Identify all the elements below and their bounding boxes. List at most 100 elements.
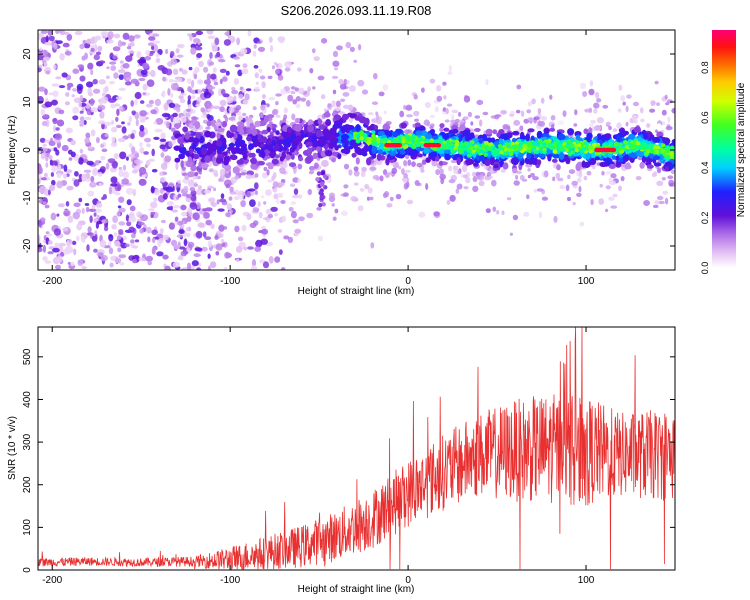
spectrogram-cell bbox=[98, 79, 106, 85]
spectrogram-cell bbox=[526, 109, 532, 114]
spectrogram-cell bbox=[618, 142, 623, 147]
spectrogram-cell bbox=[201, 246, 208, 252]
spectrogram-cell bbox=[587, 144, 592, 149]
spectrogram-cell bbox=[281, 151, 287, 160]
spectrogram-cell bbox=[263, 115, 269, 123]
spectrogram-cell bbox=[223, 159, 229, 166]
spectrogram-cell bbox=[101, 148, 108, 153]
spectrogram-cell bbox=[670, 169, 675, 174]
spectrogram-cell bbox=[219, 106, 225, 113]
spectrogram-cell bbox=[111, 120, 115, 125]
snr-panel: -200 -100 0 100 0 100 200 300 400 500 Height of … bbox=[7, 326, 676, 595]
spectrogram-cell bbox=[92, 78, 98, 85]
spectrogram-cell bbox=[169, 205, 174, 211]
spectrogram-cell bbox=[268, 151, 277, 158]
spectrogram-cell bbox=[405, 104, 413, 111]
spectrogram-cell bbox=[463, 145, 468, 150]
spectrogram-cell bbox=[86, 160, 94, 166]
spectrogram-cell bbox=[605, 158, 613, 166]
spectrogram-cell bbox=[225, 212, 231, 218]
spectrogram-cell bbox=[207, 253, 211, 259]
spectrogram-cell bbox=[140, 214, 149, 222]
spectrogram-cell bbox=[593, 108, 598, 114]
spectrogram-cell bbox=[161, 90, 166, 98]
spectrogram-cell bbox=[191, 116, 197, 121]
spectrogram-cell bbox=[417, 153, 423, 158]
spectrogram-cell bbox=[178, 95, 184, 100]
spectrogram-cell bbox=[588, 149, 593, 154]
spectrogram-cell bbox=[153, 121, 157, 125]
spectrogram-cell bbox=[425, 157, 431, 163]
spectrogram-cell bbox=[322, 128, 330, 136]
spectrogram-cell bbox=[186, 232, 191, 238]
spectrogram-cell bbox=[139, 142, 143, 147]
spectrogram-cell bbox=[245, 191, 251, 198]
spectrogram-cell bbox=[594, 156, 600, 161]
spectrogram-cell bbox=[317, 75, 325, 81]
spectrogram-cell bbox=[375, 176, 380, 181]
spectrogram-cell bbox=[211, 223, 215, 230]
spectrogram-cell bbox=[249, 222, 257, 229]
spectrogram-cell bbox=[111, 136, 116, 143]
spectrogram-cell bbox=[194, 46, 203, 51]
spectrogram-cell bbox=[537, 120, 542, 127]
spectrogram-cell bbox=[292, 99, 298, 105]
spectrogram-cell bbox=[213, 172, 219, 177]
spectrogram-cell bbox=[61, 72, 68, 78]
spectrogram-cell bbox=[187, 78, 192, 85]
spectrogram-cell bbox=[571, 180, 578, 186]
spectrogram-cell bbox=[173, 244, 181, 250]
spectrogram-cell bbox=[393, 138, 399, 143]
spectrogram-cell bbox=[433, 211, 440, 217]
spectrogram-cell bbox=[343, 139, 349, 146]
y-tick-label: 400 bbox=[22, 391, 33, 408]
spectrogram-cell bbox=[38, 237, 41, 245]
spectrogram-cell bbox=[188, 66, 193, 71]
spectrogram-cell bbox=[257, 160, 266, 166]
spectrogram-cell bbox=[155, 53, 160, 58]
spectrogram-cell bbox=[207, 108, 212, 112]
spectrogram-cell bbox=[202, 231, 207, 238]
spectrogram-cell bbox=[177, 77, 183, 82]
spectrogram-cell bbox=[204, 189, 211, 194]
spectrogram-cell bbox=[462, 116, 469, 121]
spectrogram-cell bbox=[586, 132, 593, 140]
spectrogram-cell bbox=[536, 159, 542, 166]
spectrogram-cell bbox=[485, 79, 489, 86]
spectrogram-cell bbox=[160, 152, 165, 158]
x-tick-label: -200 bbox=[42, 575, 62, 586]
spectrogram-cell bbox=[68, 157, 73, 161]
spectrogram-cell bbox=[109, 262, 114, 268]
spectrogram-cell bbox=[540, 116, 548, 121]
spectrogram-cell bbox=[588, 88, 595, 96]
spectrogram-cell bbox=[168, 102, 176, 109]
spectrogram-cell bbox=[356, 150, 365, 156]
spectrogram-cell bbox=[165, 68, 173, 76]
spectrogram-cell bbox=[122, 171, 130, 179]
spectrogram-cell bbox=[652, 155, 661, 160]
spectrogram-cell bbox=[72, 211, 81, 220]
spectrogram-cell bbox=[193, 172, 199, 177]
spectrogram-cell bbox=[106, 66, 110, 70]
spectrogram-cell bbox=[106, 75, 110, 80]
spectrogram-cell bbox=[473, 162, 479, 167]
spectrogram-cell bbox=[307, 124, 315, 133]
spectrogram-cell bbox=[42, 256, 48, 262]
spectrogram-cell bbox=[464, 134, 470, 142]
spectrogram-cell bbox=[233, 78, 239, 85]
spectrogram-cell bbox=[109, 80, 115, 85]
spectrogram-cell bbox=[532, 141, 537, 146]
spectrogram-cell bbox=[505, 142, 510, 147]
spectrogram-cell bbox=[515, 109, 521, 114]
spectrogram-cell bbox=[186, 248, 191, 252]
spectrogram-cell bbox=[670, 145, 675, 150]
spectrogram-cell bbox=[512, 168, 518, 174]
spectrogram-cell bbox=[317, 118, 323, 125]
spectrogram-cell bbox=[238, 115, 244, 122]
spectrogram-cell bbox=[206, 113, 211, 119]
spectrogram-cell bbox=[247, 30, 252, 37]
spectrogram-cell bbox=[72, 68, 80, 74]
spectrogram-cell bbox=[206, 120, 212, 127]
spectrogram-cell bbox=[577, 177, 582, 183]
spectrogram-cell bbox=[278, 249, 283, 255]
